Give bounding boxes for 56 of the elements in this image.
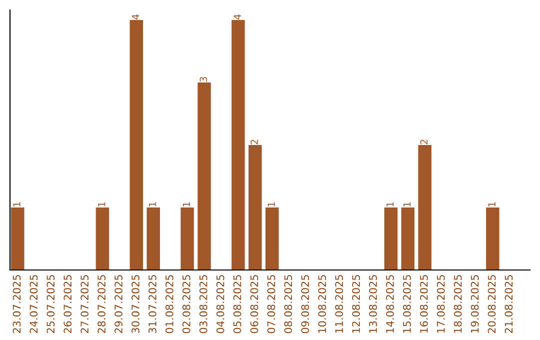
data-label: 1 [182, 202, 190, 206]
data-label: 2 [420, 140, 428, 144]
data-label: 1 [148, 202, 156, 206]
x-tick-label: 16.08.2025 [420, 275, 428, 333]
x-tick-label: 07.08.2025 [267, 275, 276, 334]
data-label: 1 [268, 202, 275, 206]
data-label: 2 [250, 140, 258, 144]
x-tick-label: 31.07.2025 [148, 275, 156, 334]
bar [11, 208, 24, 270]
bar [130, 20, 144, 270]
x-tick-label: 13.08.2025 [369, 275, 377, 333]
x-tick-label: 21.08.2025 [504, 275, 513, 334]
bar [384, 208, 398, 270]
x-tick-label: 27.07.2025 [80, 275, 89, 334]
data-label: 4 [132, 14, 140, 20]
x-tick-label: 17.08.2025 [436, 275, 445, 333]
x-tick-label: 14.08.2025 [386, 275, 394, 333]
data-label: 1 [488, 202, 496, 206]
data-label: 1 [98, 202, 106, 206]
x-tick-label: 11.08.2025 [335, 275, 344, 333]
bar [418, 145, 432, 270]
x-tick-label: 30.07.2025 [132, 275, 140, 334]
x-tick-label: 28.07.2025 [98, 275, 106, 334]
x-tick-label: 08.08.2025 [284, 275, 292, 334]
x-tick-label: 01.08.2025 [165, 275, 174, 334]
x-tick-label: 10.08.2025 [318, 275, 326, 333]
bar [266, 208, 279, 270]
x-tick-label: 24.07.2025 [30, 275, 38, 334]
bar [248, 145, 262, 270]
x-tick-label: 18.08.2025 [454, 275, 462, 333]
data-label: 1 [13, 202, 20, 206]
x-tick-label: 29.07.2025 [114, 275, 122, 334]
x-tick-label: 19.08.2025 [470, 275, 479, 333]
data-label: 4 [234, 14, 241, 20]
bar [180, 208, 194, 270]
x-tick-label: 03.08.2025 [199, 275, 208, 334]
data-label: 1 [403, 202, 411, 206]
x-tick-label: 02.08.2025 [182, 275, 190, 334]
x-tick-label: 26.07.2025 [64, 275, 72, 334]
x-tick-label: 12.08.2025 [352, 275, 360, 333]
bar [232, 20, 245, 270]
bar [96, 208, 110, 270]
bar [401, 208, 414, 270]
x-tick-label: 09.08.2025 [301, 275, 310, 334]
data-label: 1 [386, 202, 394, 206]
x-tick-label: 05.08.2025 [233, 275, 242, 334]
x-tick-label: 04.08.2025 [216, 275, 224, 334]
bar [486, 208, 500, 270]
x-tick-label: 25.07.2025 [46, 275, 55, 334]
x-tick-label: 15.08.2025 [402, 275, 411, 333]
x-tick-label: 20.08.2025 [488, 275, 496, 334]
x-tick-label: 06.08.2025 [250, 275, 258, 334]
bar [146, 208, 160, 270]
x-tick-label: 23.07.2025 [12, 275, 21, 334]
data-label: 3 [200, 77, 208, 82]
bar [198, 82, 211, 270]
